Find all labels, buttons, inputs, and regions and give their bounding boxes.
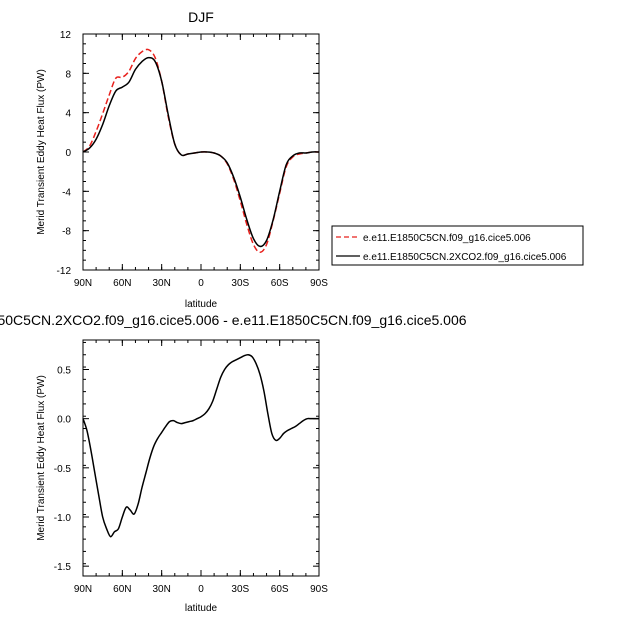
- top-y-tick-label: -8: [62, 227, 71, 238]
- top-chart-title: DJF: [188, 9, 214, 25]
- bottom-x-tick-label: 60N: [113, 584, 131, 595]
- top-y-tick-label: 12: [60, 30, 72, 41]
- bottom-x-tick-label: 0: [198, 584, 204, 595]
- bottom-series-lines: [82, 353, 319, 538]
- top-x-tick-label: 60S: [271, 278, 289, 289]
- bottom-x-axis-label: latitude: [185, 603, 218, 614]
- top-y-tick-label: -4: [62, 187, 71, 198]
- bottom-x-tick-label: 90S: [310, 584, 328, 595]
- legend-frame: [331, 225, 584, 266]
- bottom-y-tick-label: -1.5: [54, 562, 72, 573]
- legend: e.e11.E1850C5CN.f09_g16.cice5.006 e.e11.…: [331, 225, 584, 266]
- bottom-x-tick-label: 30S: [231, 584, 249, 595]
- bottom-plot-frame: [82, 339, 320, 577]
- top-panel: DJF Merid Transient Eddy Heat Flux (PW) …: [36, 9, 328, 310]
- top-x-tick-label: 90N: [74, 278, 92, 289]
- top-y-tick-label: -12: [57, 266, 72, 277]
- top-x-tick-label: 0: [198, 278, 204, 289]
- bottom-ticks: 90N 60N 30N 0 30S 60S 90S 0.5 0.0 -0.5 -1.0 -1.5: [54, 340, 328, 595]
- top-series-line-0: [82, 48, 320, 254]
- top-x-tick-label: 30N: [152, 278, 170, 289]
- bottom-series-line-0: [82, 353, 319, 538]
- bottom-y-tick-label: 0.0: [57, 415, 71, 426]
- bottom-x-tick-label: 90N: [74, 584, 92, 595]
- top-x-tick-label: 30S: [231, 278, 249, 289]
- top-series-lines: [82, 48, 320, 254]
- top-ticks: 90N 60N 30N 0 30S 60S 90S 12 8 4 0 -4 -8 -12: [57, 30, 329, 289]
- top-series-line-1: [82, 56, 320, 248]
- legend-label-control: e.e11.E1850C5CN.f09_g16.cice5.006: [363, 233, 531, 244]
- bottom-y-tick-label: 0.5: [57, 366, 71, 377]
- bottom-y-tick-label: -0.5: [54, 464, 72, 475]
- bottom-x-tick-label: 30N: [152, 584, 170, 595]
- bottom-panel: 50C5CN.2XCO2.f09_g16.cice5.006 - e.e11.E…: [0, 312, 467, 614]
- bottom-chart-title: 50C5CN.2XCO2.f09_g16.cice5.006 - e.e11.E…: [0, 312, 467, 328]
- bottom-y-tick-label: -1.0: [54, 513, 72, 524]
- legend-label-2xco2: e.e11.E1850C5CN.2XCO2.f09_g16.cice5.006: [363, 252, 567, 263]
- top-y-axis-label: Merid Transient Eddy Heat Flux (PW): [36, 69, 47, 235]
- bottom-y-axis-label: Merid Transient Eddy Heat Flux (PW): [36, 375, 47, 541]
- top-y-tick-label: 8: [65, 69, 71, 80]
- top-x-tick-label: 60N: [113, 278, 131, 289]
- top-y-tick-label: 0: [65, 148, 71, 159]
- bottom-x-tick-label: 60S: [271, 584, 289, 595]
- top-x-axis-label: latitude: [185, 299, 218, 310]
- top-y-tick-label: 4: [65, 109, 71, 120]
- top-plot-frame: [82, 33, 320, 271]
- top-x-tick-label: 90S: [310, 278, 328, 289]
